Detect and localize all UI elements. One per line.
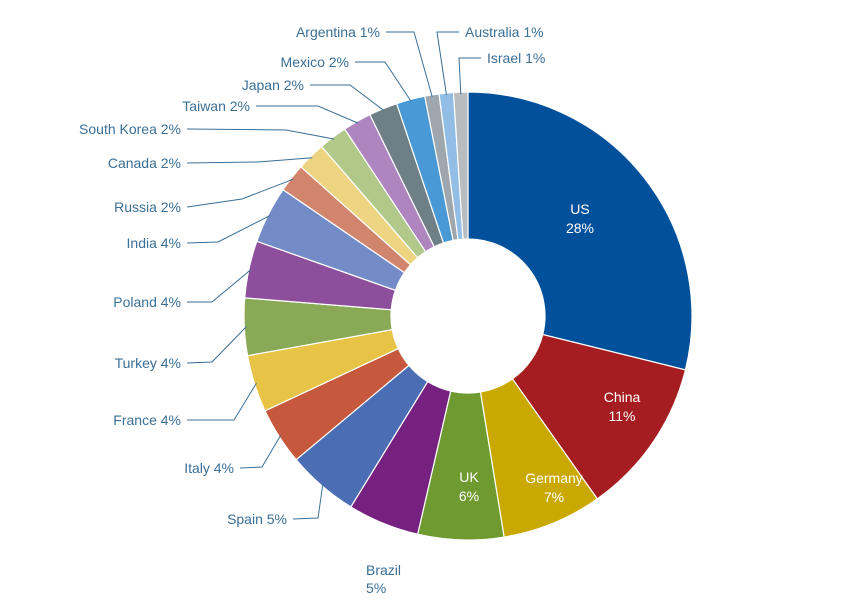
label-brazil: Brazil 5% — [366, 562, 401, 596]
leader-line-india — [186, 215, 271, 244]
label-italy: Italy 4% — [184, 460, 234, 476]
label-china: China 11% — [604, 389, 641, 424]
label-poland: Poland 4% — [113, 294, 181, 310]
leader-line-spain — [292, 483, 324, 520]
slice-israel — [452, 91, 469, 240]
leader-line-japan — [310, 84, 385, 111]
label-argentina: Argentina 1% — [296, 24, 380, 40]
slice-china — [511, 333, 687, 500]
label-canada: Canada 2% — [108, 155, 181, 171]
label-india: India 4% — [127, 235, 181, 251]
label-australia: Australia 1% — [465, 24, 544, 40]
label-france: France 4% — [113, 412, 181, 428]
label-taiwan: Taiwan 2% — [182, 98, 250, 114]
leader-line-israel — [458, 57, 481, 95]
leader-line-poland — [187, 269, 252, 303]
leader-line-south-korea — [186, 128, 335, 140]
label-israel: Israel 1% — [487, 50, 545, 66]
leader-line-france — [187, 382, 257, 421]
label-russia: Russia 2% — [114, 199, 181, 215]
label-mexico: Mexico 2% — [281, 54, 349, 70]
slice-us — [467, 91, 693, 371]
leader-line-australia — [436, 31, 459, 96]
leader-line-taiwan — [256, 105, 359, 124]
leader-line-canada — [186, 157, 313, 164]
leader-line-argentina — [386, 31, 433, 98]
leader-line-turkey — [186, 326, 247, 364]
label-uk: UK 6% — [459, 469, 480, 504]
label-turkey: Turkey 4% — [115, 355, 181, 371]
label-japan: Japan 2% — [242, 77, 304, 93]
leader-line-italy — [239, 434, 282, 469]
label-south-korea: South Korea 2% — [79, 121, 181, 137]
leader-line-russia — [186, 178, 294, 208]
leader-line-mexico — [355, 61, 412, 102]
label-us: US 28% — [566, 201, 594, 236]
label-spain: Spain 5% — [227, 511, 287, 527]
label-germany: Germany 7% — [525, 470, 583, 505]
